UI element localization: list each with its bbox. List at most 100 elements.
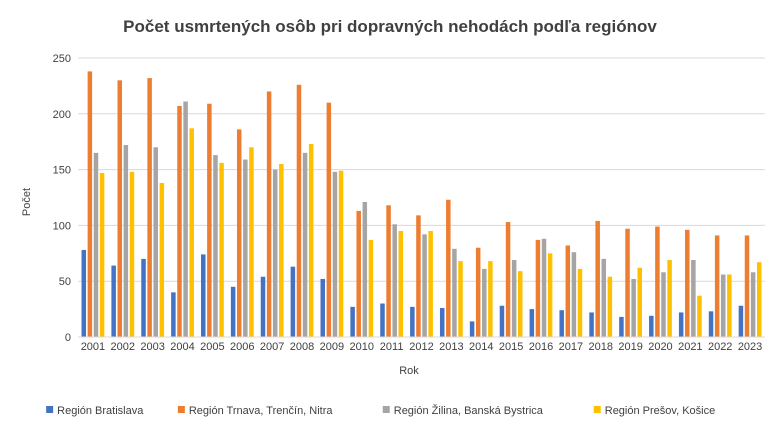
bar-2019-series-3 bbox=[631, 278, 636, 337]
legend-label: Región Bratislava bbox=[57, 405, 144, 417]
bar-2006-series-3 bbox=[243, 159, 248, 337]
bar-2002-series-2 bbox=[117, 80, 123, 337]
bar-2005-series-2 bbox=[207, 103, 212, 337]
y-tick-label: 50 bbox=[59, 276, 71, 288]
bar-2001-series-2 bbox=[87, 71, 93, 337]
bar-2022-series-3 bbox=[720, 274, 726, 337]
bar-2008-series-3 bbox=[302, 152, 308, 337]
bar-2017-series-2 bbox=[565, 245, 571, 337]
x-tick-label: 2004 bbox=[170, 341, 194, 353]
bar-2004-series-3 bbox=[183, 101, 188, 337]
bar-2016-series-2 bbox=[535, 239, 541, 337]
bar-2007-series-2 bbox=[266, 91, 272, 337]
x-tick-label: 2006 bbox=[230, 341, 254, 353]
bar-2023-series-3 bbox=[750, 272, 756, 337]
bar-2010-series-4 bbox=[368, 239, 374, 337]
x-tick-label: 2018 bbox=[588, 341, 612, 353]
bar-2020-series-4 bbox=[667, 259, 672, 337]
y-axis-ticks: 0 50 100 150 200 250 bbox=[53, 53, 71, 344]
bar-2001-series-4 bbox=[99, 172, 105, 337]
x-tick-label: 2012 bbox=[409, 341, 433, 353]
bar-2022-series-2 bbox=[714, 235, 720, 337]
bar-2009-series-3 bbox=[332, 171, 338, 337]
x-tick-label: 2013 bbox=[439, 341, 463, 353]
bar-2005-series-4 bbox=[219, 162, 224, 337]
bar-2002-series-1 bbox=[111, 265, 116, 337]
bar-2009-series-1 bbox=[320, 278, 325, 337]
bar-2003-series-4 bbox=[159, 182, 165, 337]
bar-2003-series-2 bbox=[147, 78, 152, 337]
bar-2001-series-1 bbox=[81, 249, 87, 337]
bar-2015-series-2 bbox=[505, 222, 511, 337]
bar-2019-series-4 bbox=[637, 267, 642, 337]
bar-2012-series-2 bbox=[416, 215, 421, 337]
bar-2003-series-1 bbox=[141, 258, 146, 337]
x-tick-label: 2014 bbox=[469, 341, 493, 353]
bar-2019-series-2 bbox=[625, 228, 630, 337]
bar-2006-series-4 bbox=[249, 147, 254, 337]
x-tick-label: 2021 bbox=[678, 341, 702, 353]
x-axis-ticks: 2001 2002 2003 2004 2005 2006 2007 2008 2009 2010… bbox=[81, 341, 763, 353]
bar-2014-series-3 bbox=[482, 268, 487, 337]
bar-2018-series-4 bbox=[607, 276, 613, 337]
y-tick-label: 150 bbox=[53, 165, 71, 177]
bar-2010-series-2 bbox=[356, 210, 361, 337]
bar-2007-series-3 bbox=[272, 169, 278, 337]
bar-2020-series-3 bbox=[661, 272, 666, 337]
bar-2021-series-1 bbox=[678, 312, 684, 337]
legend-swatch bbox=[593, 406, 601, 413]
bar-2014-series-2 bbox=[475, 247, 481, 337]
bar-2012-series-4 bbox=[428, 230, 433, 337]
bar-2008-series-2 bbox=[296, 84, 302, 337]
bar-2023-series-4 bbox=[756, 262, 762, 337]
bar-2012-series-1 bbox=[410, 306, 415, 337]
legend-swatch bbox=[382, 406, 390, 413]
bar-2007-series-1 bbox=[260, 276, 266, 337]
bar-2020-series-2 bbox=[655, 226, 660, 337]
legend-label: Región Trnava, Trenčín, Nitra bbox=[189, 405, 334, 417]
bar-2009-series-4 bbox=[338, 170, 344, 337]
bar-2008-series-4 bbox=[308, 143, 314, 337]
bar-2010-series-3 bbox=[362, 201, 368, 337]
bar-2006-series-1 bbox=[230, 286, 236, 337]
x-axis-label: Rok bbox=[399, 365, 419, 377]
bar-2015-series-4 bbox=[518, 271, 523, 337]
bar-2023-series-1 bbox=[738, 305, 744, 337]
bar-2017-series-1 bbox=[559, 310, 564, 337]
chart-title: Počet usmrtených osôb pri dopravných neh… bbox=[123, 17, 657, 36]
bar-2013-series-1 bbox=[439, 307, 445, 337]
bar-2017-series-3 bbox=[571, 252, 577, 337]
bar-2023-series-2 bbox=[744, 235, 750, 337]
x-tick-label: 2017 bbox=[559, 341, 583, 353]
bar-2011-series-1 bbox=[380, 303, 385, 337]
x-tick-label: 2010 bbox=[350, 341, 374, 353]
y-axis-label: Počet bbox=[21, 188, 33, 216]
bar-2016-series-1 bbox=[529, 309, 535, 337]
bar-2013-series-4 bbox=[458, 261, 463, 337]
bar-2002-series-4 bbox=[129, 171, 135, 337]
bar-2016-series-4 bbox=[547, 253, 553, 337]
x-tick-label: 2005 bbox=[200, 341, 224, 353]
bars bbox=[81, 71, 762, 337]
legend-swatch bbox=[177, 406, 185, 413]
bar-2015-series-1 bbox=[499, 305, 505, 337]
x-tick-label: 2002 bbox=[111, 341, 135, 353]
bar-2011-series-3 bbox=[392, 224, 397, 337]
legend-swatch bbox=[46, 406, 54, 413]
bar-2006-series-2 bbox=[236, 129, 242, 337]
bar-2014-series-1 bbox=[469, 321, 475, 337]
bar-2011-series-4 bbox=[398, 230, 404, 337]
y-tick-label: 200 bbox=[53, 109, 71, 121]
legend: Región Bratislava Región Trnava, Trenčín,… bbox=[46, 404, 715, 417]
bar-2021-series-4 bbox=[697, 295, 702, 337]
x-tick-label: 2001 bbox=[81, 341, 105, 353]
bar-2008-series-1 bbox=[290, 266, 296, 337]
legend-label: Región Prešov, Košice bbox=[605, 405, 715, 417]
bar-2013-series-3 bbox=[452, 248, 457, 337]
bar-2014-series-4 bbox=[488, 261, 493, 337]
bar-2009-series-2 bbox=[326, 102, 332, 337]
bar-2005-series-3 bbox=[213, 155, 218, 337]
bar-2020-series-1 bbox=[649, 315, 654, 337]
y-tick-label: 250 bbox=[53, 53, 71, 65]
